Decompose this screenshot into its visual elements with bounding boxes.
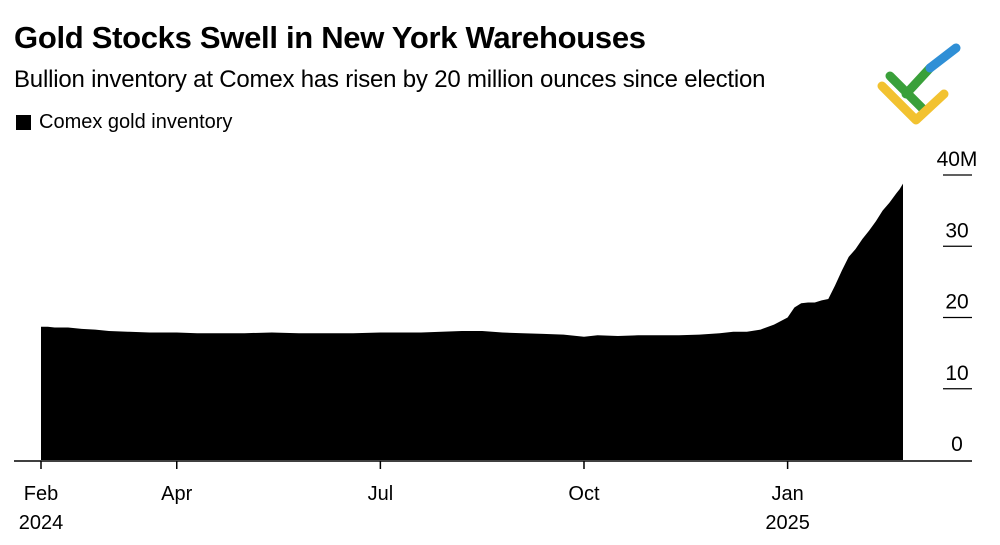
y-axis: 40M 30 20 10 0 [937,148,978,456]
chart-title: Gold Stocks Swell in New York Warehouses [14,20,646,55]
x-tick-label: Jan [771,483,803,505]
legend-label: Comex gold inventory [39,111,233,133]
y-tick-label: 0 [951,433,963,456]
x-tick-label: Jul [368,483,394,505]
legend-swatch [16,115,31,130]
chart-subtitle: Bullion inventory at Comex has risen by … [14,66,766,93]
y-tick-label: 30 [945,219,968,242]
x-axis: Feb 2024 Apr Jul Oct Jan 2025 [19,461,810,534]
y-tick-label: 10 [945,362,968,385]
x-tick-label: Feb [24,483,58,505]
logo-yellow-stroke [877,81,949,125]
logo-green-stroke-b [901,63,935,99]
x-tick-year-label: 2024 [19,512,64,534]
x-tick-label: Oct [568,483,600,505]
x-tick-label: Apr [161,483,192,505]
y-tick-label: 20 [945,291,968,314]
legend: Comex gold inventory [16,111,232,134]
y-tick-label: 40M [937,148,978,171]
logo-blue-stroke [925,43,961,73]
x-tick-year-label: 2025 [765,512,810,534]
inventory-area [41,183,903,460]
brand-logo-icon [877,43,961,125]
